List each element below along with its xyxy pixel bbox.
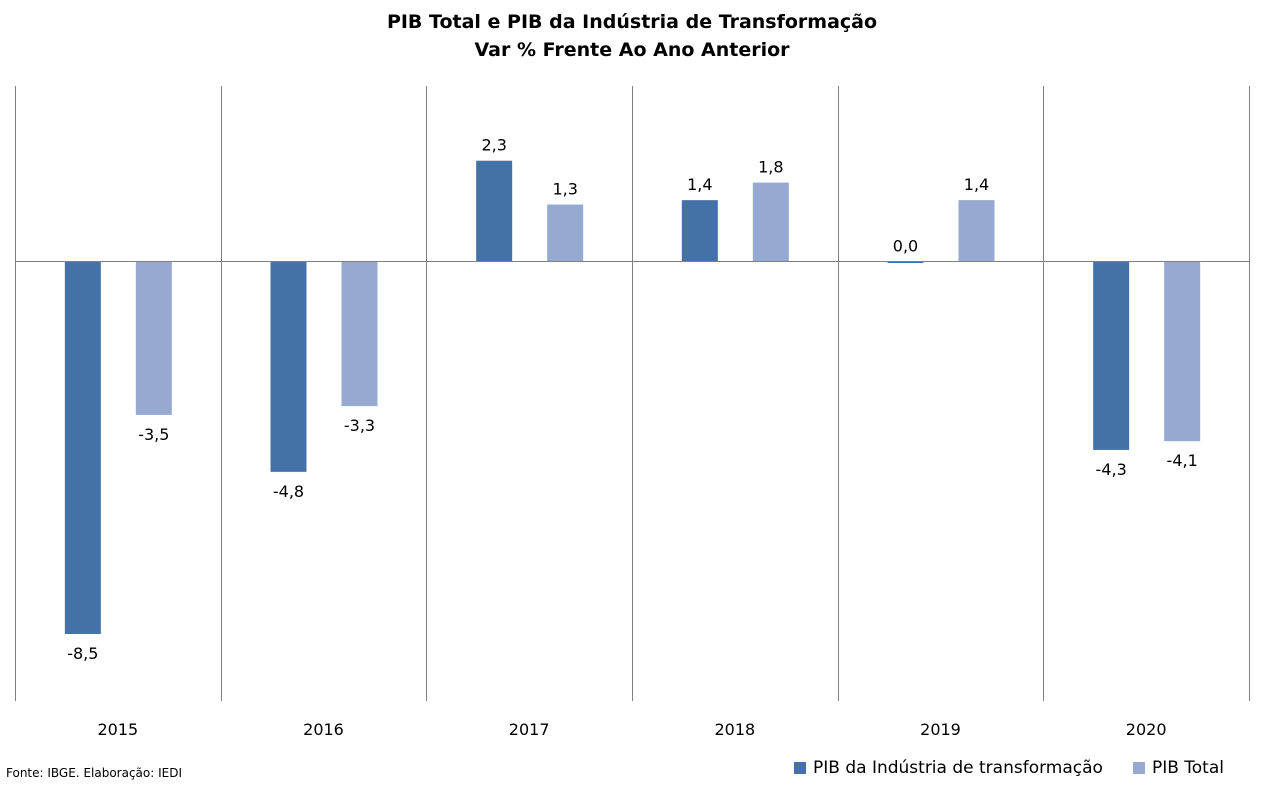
legend-label: PIB Total [1151, 758, 1224, 778]
bar [1093, 261, 1130, 450]
legend-item-industria: PIB da Indústria de transformação [794, 758, 1103, 778]
data-label: 1,3 [552, 180, 577, 199]
legend-item-pib-total: PIB Total [1132, 758, 1224, 778]
bar [752, 182, 789, 262]
bar [681, 200, 718, 262]
data-label: -4,8 [273, 482, 304, 501]
x-tick-label: 2020 [1126, 720, 1167, 739]
source-note: Fonte: IBGE. Elaboração: IEDI [6, 766, 183, 780]
bar [64, 261, 101, 634]
data-label: 1,4 [687, 175, 712, 194]
bar [547, 204, 584, 262]
chart-title: PIB Total e PIB da Indústria de Transfor… [386, 11, 878, 33]
data-label: 1,4 [964, 175, 989, 194]
data-label: -4,3 [1096, 460, 1127, 479]
bar [135, 261, 172, 415]
bar [958, 200, 995, 262]
legend-swatch [794, 762, 806, 774]
bar [270, 261, 307, 472]
legend-label: PIB da Indústria de transformação [813, 758, 1103, 778]
x-tick-label: 2019 [920, 720, 961, 739]
x-tick-label: 2016 [303, 720, 344, 739]
legend-swatch [1132, 762, 1145, 774]
bars [64, 160, 1201, 634]
data-labels: -8,5 -4,8 2,3 1,4 0,0 -4,3 -3,5 -3,3 1,3 1,8 1,4 -4… [67, 136, 1198, 663]
data-label: -3,3 [344, 416, 375, 435]
x-tick-label: 2015 [97, 720, 138, 739]
x-tick-labels: 2015 2016 2017 2018 2019 2020 [97, 720, 1166, 739]
bar [887, 261, 924, 263]
chart-title-block: PIB Total e PIB da Indústria de Transfor… [0, 8, 1264, 64]
bar [341, 261, 378, 407]
bar [1164, 261, 1201, 442]
x-tick-label: 2018 [714, 720, 755, 739]
data-label: 2,3 [481, 136, 506, 155]
chart-subtitle: Var % Frente Ao Ano Anterior [474, 39, 790, 61]
data-label: 1,8 [758, 158, 783, 177]
category-dividers [15, 86, 1250, 701]
data-label: -4,1 [1167, 451, 1198, 470]
legend: PIB da Indústria de transformação PIB To… [794, 758, 1224, 778]
data-label: 0,0 [893, 237, 918, 256]
x-tick-label: 2017 [509, 720, 550, 739]
bar [476, 160, 513, 262]
data-label: -8,5 [67, 644, 98, 663]
data-label: -3,5 [138, 425, 169, 444]
